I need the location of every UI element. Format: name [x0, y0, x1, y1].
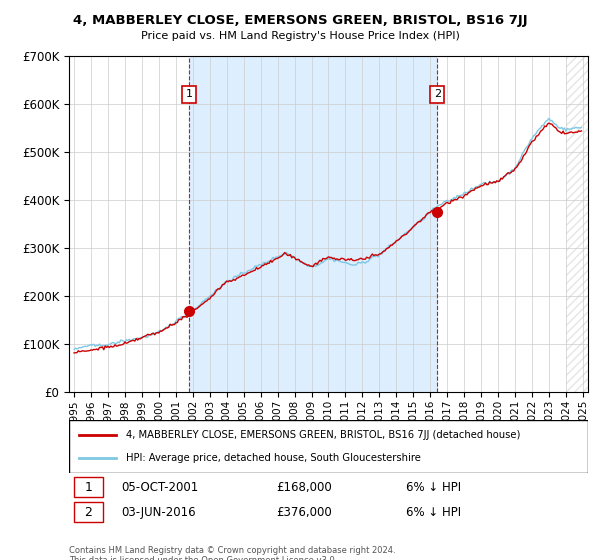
Text: Contains HM Land Registry data © Crown copyright and database right 2024.
This d: Contains HM Land Registry data © Crown c… [69, 546, 395, 560]
Text: Price paid vs. HM Land Registry's House Price Index (HPI): Price paid vs. HM Land Registry's House … [140, 31, 460, 41]
Text: 2: 2 [84, 506, 92, 519]
FancyBboxPatch shape [74, 477, 103, 497]
Text: 03-JUN-2016: 03-JUN-2016 [121, 506, 196, 519]
FancyBboxPatch shape [69, 420, 588, 473]
Bar [566, 56, 588, 392]
Text: 4, MABBERLEY CLOSE, EMERSONS GREEN, BRISTOL, BS16 7JJ (detached house): 4, MABBERLEY CLOSE, EMERSONS GREEN, BRIS… [126, 430, 520, 440]
Text: 2: 2 [434, 90, 441, 100]
Text: HPI: Average price, detached house, South Gloucestershire: HPI: Average price, detached house, Sout… [126, 453, 421, 463]
Text: 1: 1 [84, 480, 92, 494]
FancyBboxPatch shape [74, 502, 103, 522]
Text: £376,000: £376,000 [277, 506, 332, 519]
Text: 4, MABBERLEY CLOSE, EMERSONS GREEN, BRISTOL, BS16 7JJ: 4, MABBERLEY CLOSE, EMERSONS GREEN, BRIS… [73, 14, 527, 27]
Text: 05-OCT-2001: 05-OCT-2001 [121, 480, 198, 494]
Bar [189, 56, 437, 392]
Bar [566, 56, 588, 392]
Text: 6% ↓ HPI: 6% ↓ HPI [406, 506, 461, 519]
Text: £168,000: £168,000 [277, 480, 332, 494]
Text: 6% ↓ HPI: 6% ↓ HPI [406, 480, 461, 494]
Text: 1: 1 [186, 90, 193, 100]
